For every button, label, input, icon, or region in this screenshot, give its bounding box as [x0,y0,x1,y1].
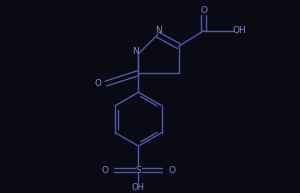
Text: N: N [155,26,162,35]
Text: OH: OH [232,26,246,35]
Text: O: O [101,166,108,175]
Text: N: N [132,47,138,56]
Text: OH: OH [132,183,145,192]
Text: S: S [136,166,141,175]
Text: O: O [94,79,102,88]
Text: O: O [200,6,207,15]
Text: O: O [169,166,176,175]
